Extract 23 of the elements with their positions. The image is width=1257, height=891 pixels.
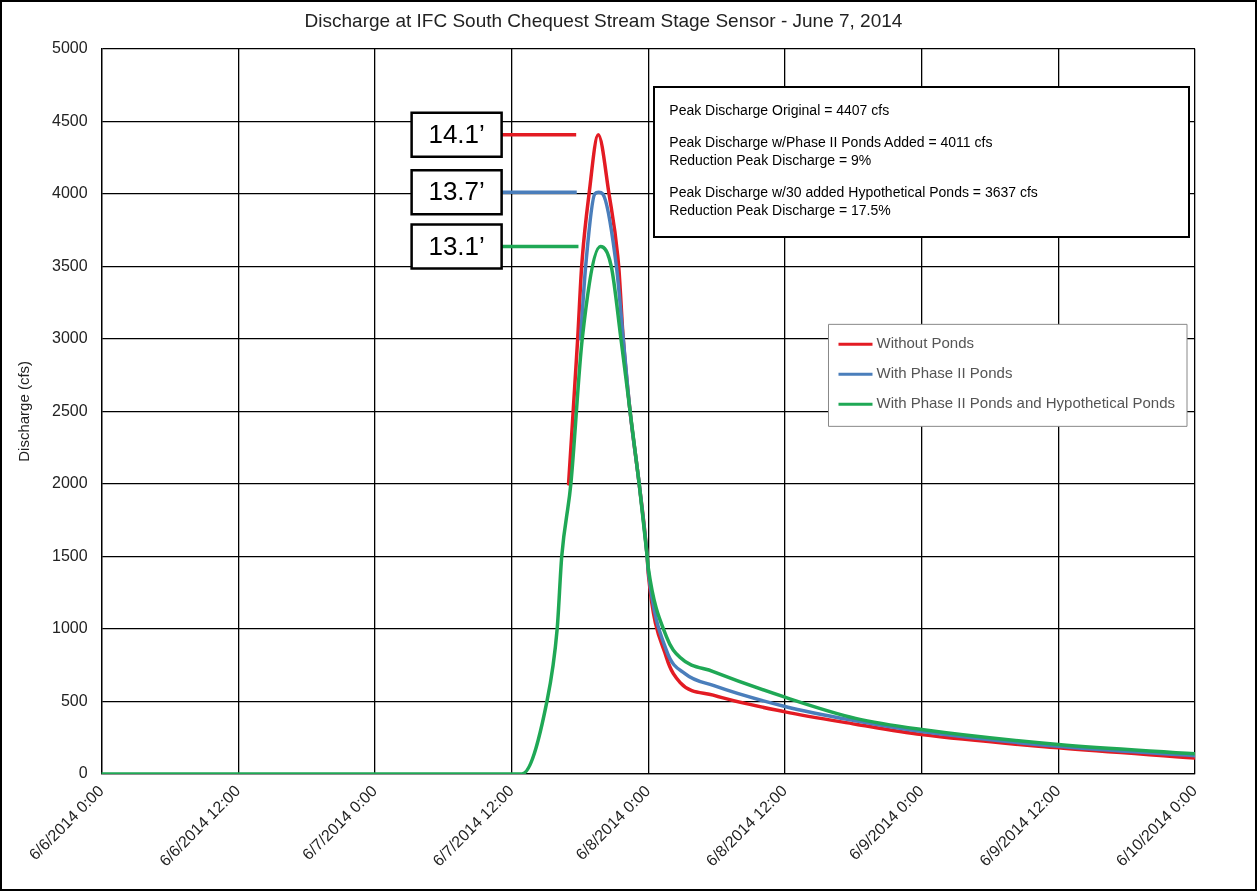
y-tick-label: 500 — [60, 691, 88, 709]
y-axis-title: Discharge (cfs) — [15, 360, 33, 462]
y-tick-label: 0 — [78, 764, 88, 782]
legend-label: Without Ponds — [876, 334, 975, 352]
y-tick-label: 3000 — [52, 329, 88, 347]
y-tick-label: 2000 — [52, 474, 88, 492]
annotation: Peak Discharge Original = 4407 cfs — [669, 101, 891, 118]
y-tick-label: 1500 — [52, 546, 88, 564]
y-tick-label: 2500 — [52, 401, 88, 419]
annotation: Peak Discharge w/30 added Hypothetical Ponds = 3637 cfs — [669, 183, 1039, 200]
annotation: 13.7’ — [428, 176, 485, 207]
annotation: Reduction Peak Discharge = 9% — [669, 151, 873, 168]
legend-label: With Phase II Ponds — [876, 364, 1013, 382]
chart-title: Discharge at IFC South Chequest Stream Stage Sensor - June 7, 2014 — [304, 9, 903, 31]
annotation: Reduction Peak Discharge = 17.5% — [669, 201, 892, 218]
annotation: Peak Discharge w/Phase II Ponds Added = 4011 cfs — [669, 133, 994, 150]
annotation: 13.1’ — [428, 230, 485, 261]
y-tick-label: 4000 — [52, 184, 88, 202]
y-tick-label: 4500 — [52, 111, 88, 129]
y-tick-label: 5000 — [52, 39, 88, 57]
annotation: 14.1’ — [428, 118, 485, 149]
y-tick-label: 3500 — [52, 256, 88, 274]
y-tick-label: 1000 — [52, 619, 88, 637]
